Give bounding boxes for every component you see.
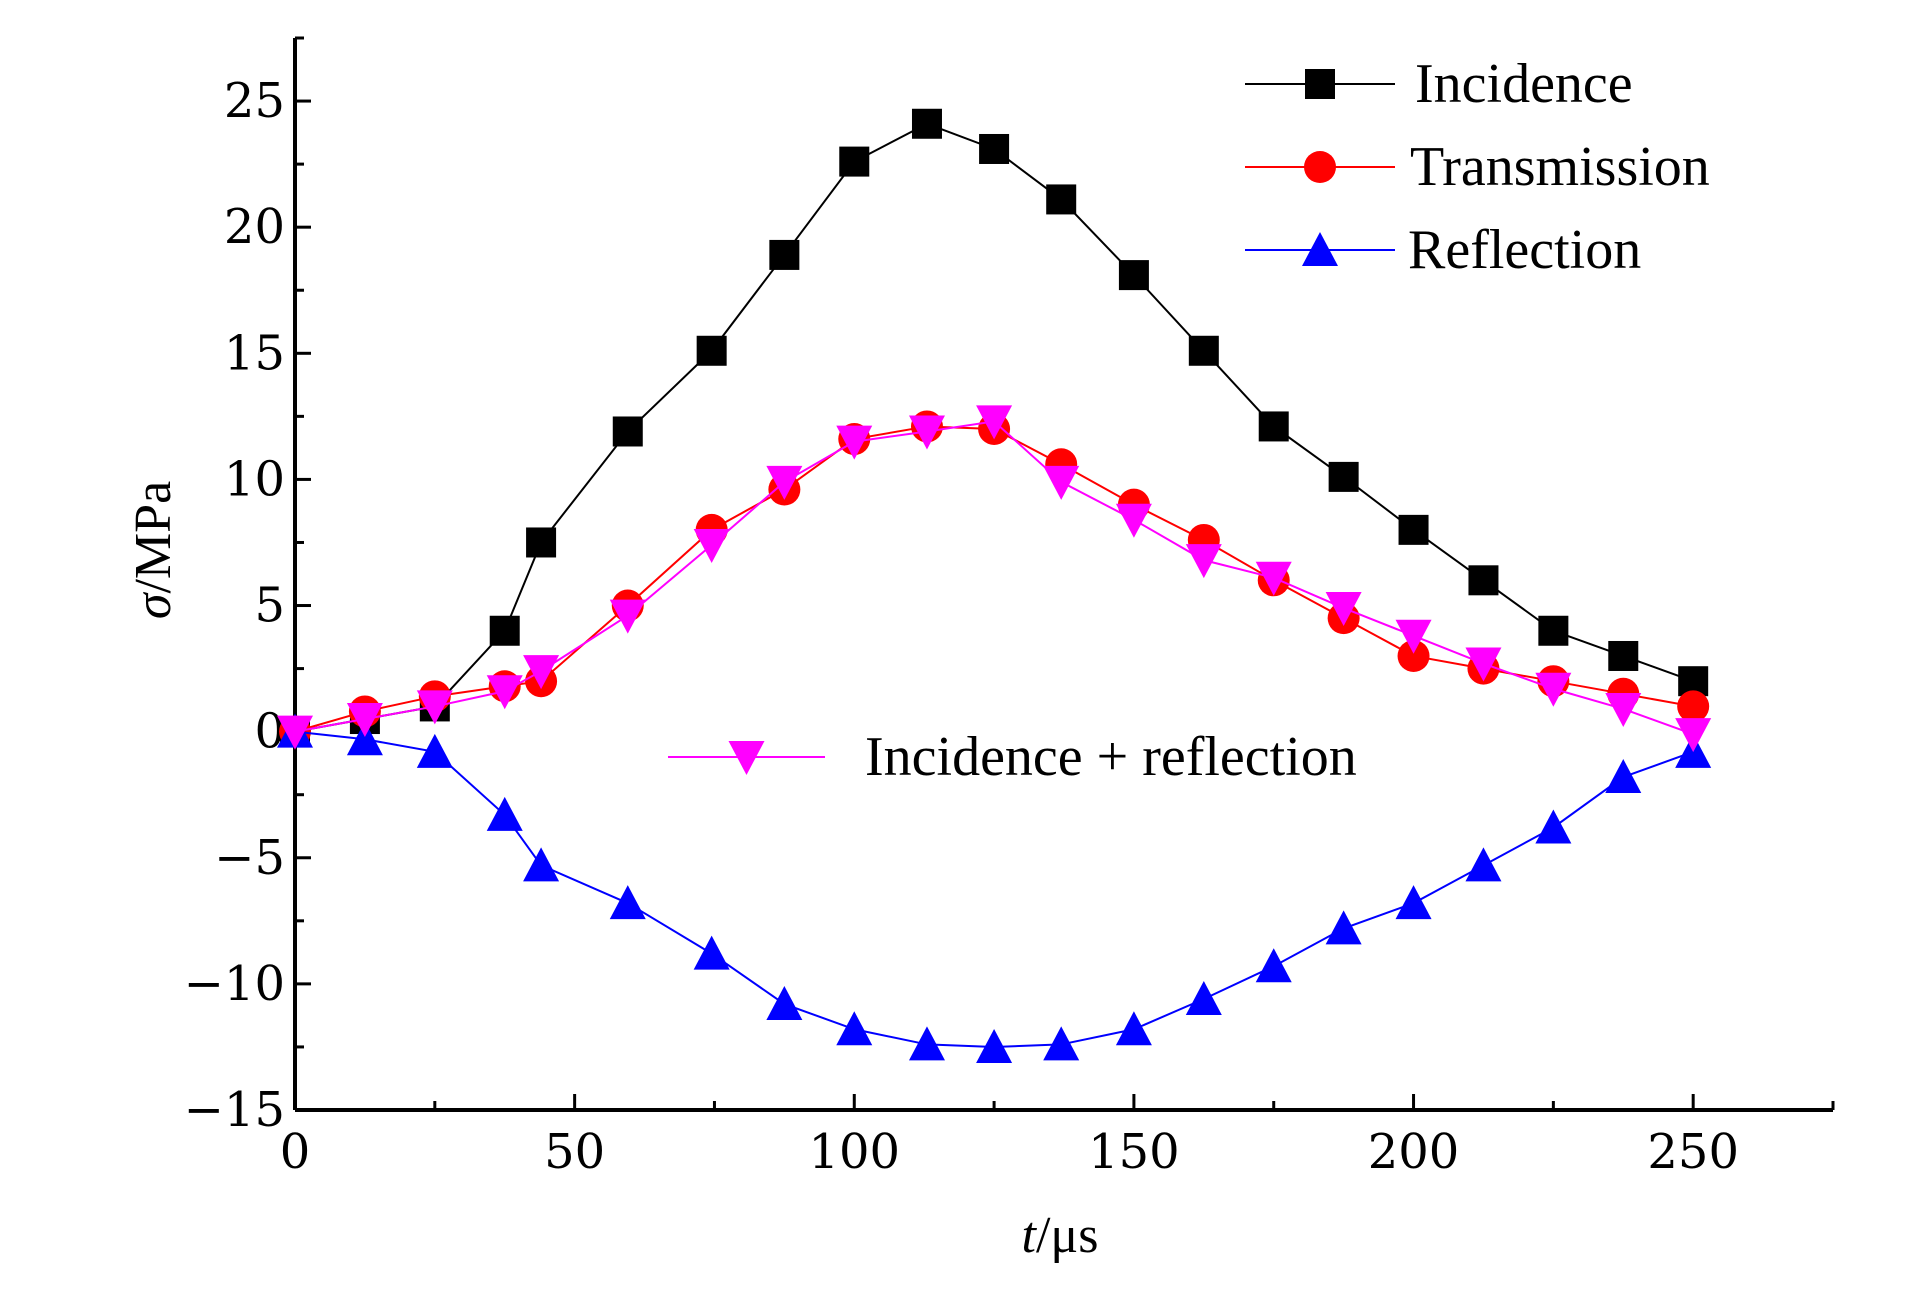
data-point (346, 721, 383, 756)
data-point (346, 703, 383, 738)
data-point (277, 715, 313, 750)
data-point (1535, 672, 1572, 707)
data-point (1255, 561, 1292, 596)
data-point (1185, 981, 1222, 1016)
data-point (836, 425, 873, 460)
data-point (1255, 948, 1292, 983)
y-tick-label: −15 (184, 1082, 285, 1138)
data-point (1118, 260, 1149, 291)
legend-item: Incidence (1245, 53, 1633, 115)
series-incidence-reflection (277, 405, 1712, 753)
data-point (1188, 335, 1219, 366)
y-tick-label: 25 (224, 73, 285, 129)
data-point (1397, 639, 1430, 672)
data-point (1605, 759, 1642, 794)
data-point (1465, 647, 1502, 682)
data-point (1608, 640, 1639, 671)
legend-marker (1302, 232, 1338, 266)
y-tick-label: 5 (254, 578, 285, 634)
y-tick-label: 15 (224, 325, 285, 381)
series-layer (277, 108, 1712, 1063)
x-axis-title: t/μs (1021, 1207, 1098, 1264)
data-point (486, 675, 523, 710)
legend-label: Reflection (1408, 219, 1641, 281)
legend-item: Incidence + reflection (668, 726, 1357, 788)
data-point (1325, 910, 1362, 945)
data-point (609, 599, 646, 634)
data-point (1535, 809, 1572, 844)
data-point (523, 847, 560, 882)
data-point (1675, 718, 1712, 753)
x-tick-label: 50 (544, 1124, 605, 1180)
data-point (1468, 565, 1499, 596)
data-point (1395, 619, 1432, 654)
x-tick-label: 250 (1647, 1124, 1739, 1180)
legend-label: Incidence + reflection (865, 726, 1357, 788)
series-reflection (277, 713, 1712, 1063)
data-point (1465, 847, 1502, 882)
data-point (1398, 514, 1429, 545)
data-point (766, 465, 803, 500)
legend-item: Reflection (1245, 219, 1641, 281)
y-axis-title: σ/MPa (125, 481, 182, 619)
legend-marker (1304, 151, 1336, 183)
x-tick-label: 100 (808, 1124, 900, 1180)
data-point (1328, 461, 1359, 492)
data-point (836, 1011, 873, 1046)
data-point (1395, 885, 1432, 920)
data-point (1046, 184, 1077, 215)
legend-label: Transmission (1410, 136, 1710, 198)
data-point (612, 416, 643, 447)
x-tick-label: 150 (1088, 1124, 1180, 1180)
data-point (486, 796, 523, 831)
data-point (1325, 592, 1362, 627)
data-point (1043, 1026, 1080, 1061)
data-point (976, 1028, 1013, 1063)
x-tick-label: 200 (1368, 1124, 1460, 1180)
data-point (609, 885, 646, 920)
data-point (1185, 544, 1222, 579)
data-point (416, 733, 453, 768)
legend-item: Transmission (1245, 136, 1710, 198)
data-point (1043, 465, 1080, 500)
data-point (1115, 1011, 1152, 1046)
y-tick-label: 20 (224, 199, 285, 255)
data-point (693, 528, 730, 563)
data-point (839, 146, 870, 177)
data-point (696, 335, 727, 366)
legend-marker (728, 741, 765, 775)
data-point (979, 133, 1010, 164)
data-point (1115, 503, 1152, 538)
data-point (769, 239, 800, 270)
x-tick-label: 0 (280, 1124, 311, 1180)
data-point (1605, 692, 1642, 727)
data-point (416, 690, 453, 725)
data-point (489, 615, 520, 646)
legend: Incidence Transmission Reflection Incidence… (668, 53, 1710, 788)
data-point (693, 935, 730, 970)
y-tick-label: −5 (214, 830, 285, 886)
data-point (1258, 411, 1289, 442)
data-point (523, 655, 560, 690)
legend-marker (1305, 69, 1335, 99)
data-point (1677, 690, 1710, 723)
data-point (908, 1026, 945, 1061)
data-point (911, 108, 942, 139)
data-point (526, 527, 557, 558)
data-point (976, 405, 1013, 440)
y-tick-label: −10 (184, 956, 285, 1012)
data-point (1538, 615, 1569, 646)
legend-label: Incidence (1415, 53, 1633, 115)
data-point (766, 986, 803, 1021)
data-point (908, 415, 945, 450)
y-tick-label: 10 (224, 451, 285, 507)
